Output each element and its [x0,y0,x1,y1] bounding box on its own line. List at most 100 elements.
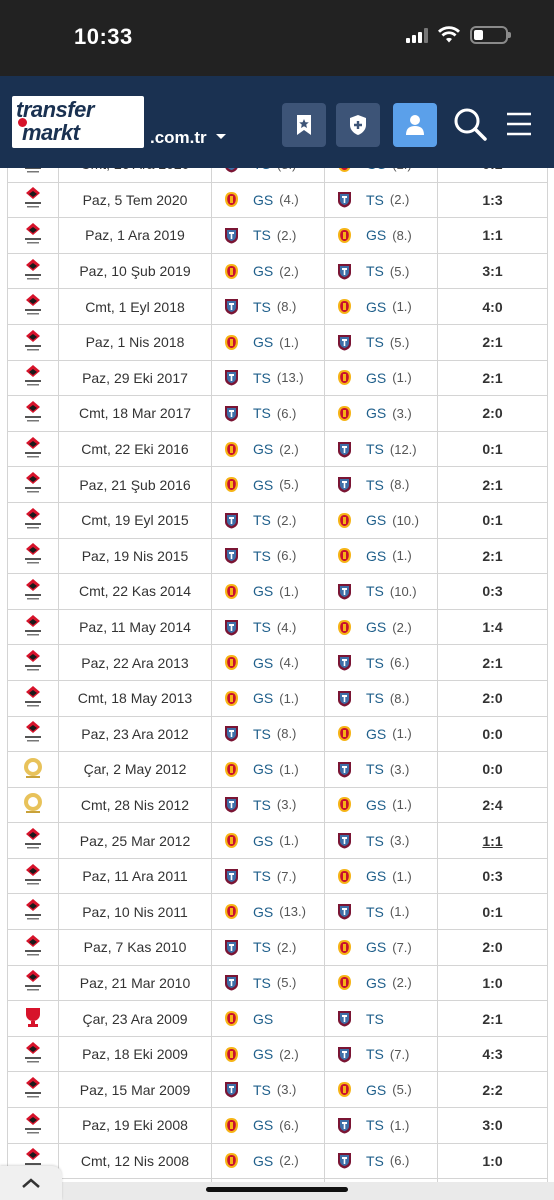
away-team-name[interactable]: TS [366,334,384,351]
competition-cell[interactable] [7,168,59,183]
competition-cell[interactable] [7,323,59,361]
match-score-link[interactable]: 2:1 [437,466,548,503]
search-icon[interactable] [452,106,488,142]
club-button[interactable] [336,103,380,147]
match-score-link[interactable]: 0:0 [437,715,548,753]
home-team-name[interactable]: TS [253,868,271,885]
match-score-link[interactable]: 1:3 [437,181,548,219]
match-score-link[interactable]: 2:1 [437,644,548,681]
home-team-name[interactable]: TS [253,974,271,991]
match-score-link[interactable]: 3:0 [437,1107,548,1144]
away-team-name[interactable]: TS [366,903,384,920]
competition-cell[interactable] [7,537,59,575]
home-team-name[interactable]: TS [253,796,271,813]
home-team-name[interactable]: TS [253,1081,271,1098]
match-score-link[interactable]: 3:1 [437,252,548,290]
home-team-name[interactable]: TS [253,405,271,422]
transfermarkt-logo[interactable]: transfer markt [12,96,144,148]
away-team-name[interactable]: GS [366,512,387,529]
match-score-link[interactable]: 4:3 [437,1035,548,1073]
home-team-name[interactable]: GS [253,1117,274,1134]
home-team-name[interactable]: GS [253,1010,274,1027]
away-team-name[interactable]: GS [366,298,387,315]
away-team-name[interactable]: GS [366,796,387,813]
home-team-name[interactable]: GS [253,476,274,493]
competition-cell[interactable] [7,501,59,539]
home-team-name[interactable]: TS [253,547,271,564]
competition-cell[interactable] [7,359,59,397]
away-team-name[interactable]: GS [366,619,387,636]
competition-cell[interactable] [7,786,59,824]
competition-cell[interactable] [7,1000,59,1037]
match-score-link[interactable]: 0:3 [437,857,548,895]
home-team-name[interactable]: TS [253,227,271,244]
match-score-link[interactable]: 0:3 [437,573,548,610]
home-team-name[interactable]: GS [253,832,274,849]
match-score-link[interactable]: 0:2 [437,168,548,183]
match-score-link[interactable]: 0:1 [437,501,548,539]
match-score-link[interactable]: 4:0 [437,288,548,325]
competition-cell[interactable] [7,964,59,1002]
match-score-link[interactable]: 2:0 [437,679,548,717]
away-team-name[interactable]: GS [366,405,387,422]
away-team-name[interactable]: TS [366,263,384,280]
match-score-link[interactable]: 1:4 [437,608,548,646]
match-score-link[interactable]: 1:0 [437,964,548,1002]
away-team-name[interactable]: TS [366,441,384,458]
home-team-name[interactable]: GS [253,191,274,208]
competition-cell[interactable] [7,857,59,895]
away-team-name[interactable]: GS [366,227,387,244]
home-team-name[interactable]: TS [253,939,271,956]
competition-cell[interactable] [7,466,59,503]
competition-cell[interactable] [7,573,59,610]
competition-cell[interactable] [7,395,59,432]
competition-cell[interactable] [7,751,59,788]
away-team-name[interactable]: GS [366,725,387,742]
home-team-name[interactable]: TS [253,725,271,742]
home-team-name[interactable]: GS [253,1046,274,1063]
home-team-name[interactable]: TS [253,369,271,386]
competition-cell[interactable] [7,679,59,717]
match-score-link[interactable]: 0:1 [437,893,548,931]
away-team-name[interactable]: TS [366,1117,384,1134]
chevron-down-icon[interactable] [216,134,226,139]
competition-cell[interactable] [7,181,59,219]
away-team-name[interactable]: TS [366,191,384,208]
match-score-link[interactable]: 2:1 [437,1000,548,1037]
away-team-name[interactable]: TS [366,654,384,671]
competition-cell[interactable] [7,430,59,468]
away-team-name[interactable]: TS [366,761,384,778]
competition-cell[interactable] [7,644,59,681]
match-score-link[interactable]: 1:1 [437,217,548,254]
match-score-link[interactable]: 0:1 [437,430,548,468]
home-team-name[interactable]: TS [253,512,271,529]
away-team-name[interactable]: GS [366,868,387,885]
away-team-name[interactable]: GS [366,547,387,564]
match-score-link[interactable]: 2:1 [437,323,548,361]
home-team-name[interactable]: GS [253,334,274,351]
match-score-link[interactable]: 2:4 [437,786,548,824]
match-score-link[interactable]: 0:0 [437,751,548,788]
match-score-link[interactable]: 2:1 [437,537,548,575]
home-team-name[interactable]: GS [253,903,274,920]
competition-cell[interactable] [7,1035,59,1073]
competition-cell[interactable] [7,893,59,931]
away-team-name[interactable]: GS [366,974,387,991]
match-score-link[interactable]: 1:1 [437,822,548,859]
away-team-name[interactable]: TS [366,690,384,707]
away-team-name[interactable]: GS [366,168,386,172]
competition-cell[interactable] [7,929,59,966]
competition-cell[interactable] [7,822,59,859]
competition-cell[interactable] [7,1071,59,1109]
menu-icon[interactable] [505,110,533,138]
competition-cell[interactable] [7,1107,59,1144]
home-team-name[interactable]: GS [253,690,274,707]
away-team-name[interactable]: TS [366,1010,384,1027]
competition-cell[interactable] [7,288,59,325]
domain-selector[interactable]: .com.tr [150,128,207,147]
competition-cell[interactable] [7,217,59,254]
competition-cell[interactable] [7,252,59,290]
scroll-top-button[interactable] [0,1166,62,1200]
competition-cell[interactable] [7,608,59,646]
home-team-name[interactable]: GS [253,583,274,600]
